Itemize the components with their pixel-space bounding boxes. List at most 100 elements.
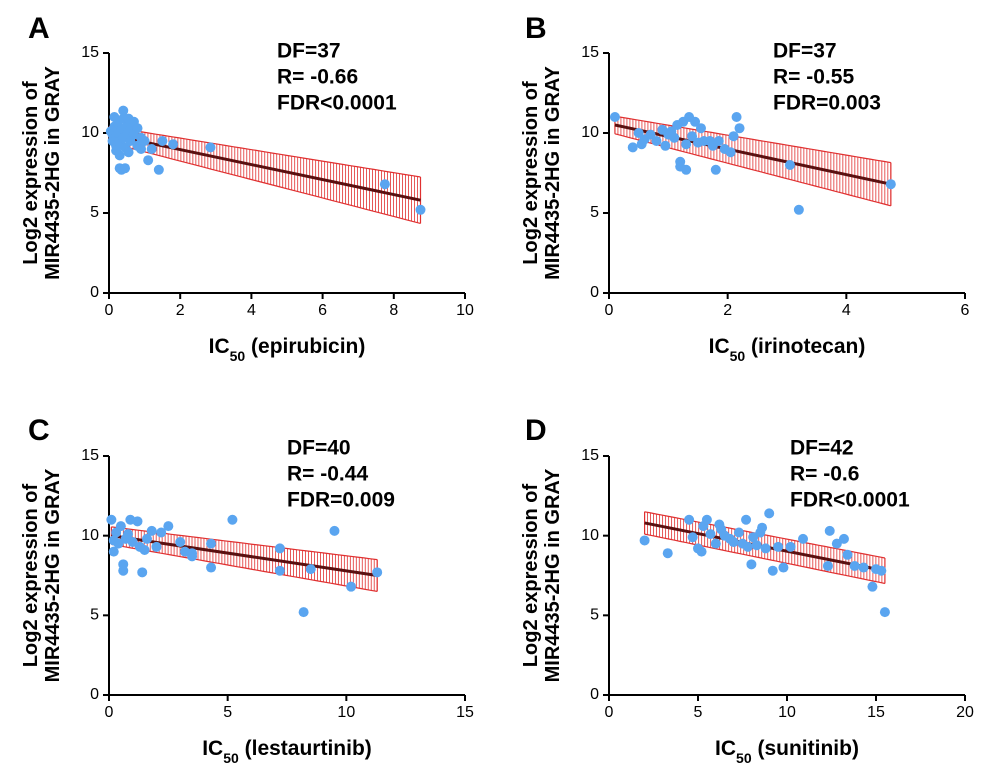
y-axis-label-line1: Log2 expression of [520,81,542,265]
x-axis-label: IC50 (lestaurtinib) [202,737,372,766]
data-point [876,565,887,576]
y-tick-label: 0 [90,284,99,301]
x-tick-label: 0 [605,302,614,319]
panel-label: A [28,12,50,45]
data-point [187,551,198,562]
data-point [346,581,357,592]
y-tick-label: 0 [590,686,599,703]
data-point [118,565,129,576]
y-axis-label-line1: Log2 expression of [20,483,42,667]
y-tick-label: 0 [90,686,99,703]
data-point [175,537,186,548]
data-point [684,514,695,525]
data-point [139,545,150,556]
data-point [123,147,134,158]
data-point [156,527,167,538]
data-point [764,508,775,519]
data-point [305,564,316,575]
data-point [885,179,896,190]
data-point [838,533,849,544]
data-point [329,525,340,536]
x-tick-label: 2 [176,302,185,319]
chart-panel-a: A 0 5 10 15 0 2 4 6 8 10 DF=37 R= -0.66 FDR<0.0001 IC5… [20,12,474,364]
data-point [842,549,853,560]
data-point [728,537,739,548]
data-point [132,123,143,134]
y-tick-label: 10 [581,124,599,141]
regression-line [614,123,892,186]
stat-label: FDR<0.0001 [790,489,910,512]
data-point [609,112,620,122]
data-point [157,136,168,146]
data-point [639,535,650,546]
y-tick-label: 15 [581,44,599,61]
data-point [127,537,138,548]
data-point [713,136,724,146]
x-tick-label: 6 [961,302,970,319]
confidence-upper [614,115,891,164]
x-tick-label: 4 [842,302,851,319]
data-point [793,204,804,215]
data-point [651,136,662,146]
data-point [115,521,126,532]
data-point [748,532,759,543]
data-point [879,607,890,618]
data-point [627,142,638,153]
stat-label: DF=37 [277,40,341,63]
stat-label: DF=40 [287,437,351,460]
stat-label: R= -0.6 [790,463,859,486]
y-axis-label-line2: MIR4435-2HG in GRAY [42,65,64,279]
x-axis-label: IC50 (epirubicin) [209,335,366,364]
data-point [227,514,238,525]
confidence-lower [111,543,378,592]
data-point [798,533,809,544]
data-point [205,142,216,153]
data-point [687,532,698,543]
data-point [728,131,739,142]
data-point [274,565,285,576]
x-axis-label: IC50 (irinotecan) [709,335,866,364]
data-point [785,541,796,552]
y-axis-label-line2: MIR4435-2HG in GRAY [542,468,564,682]
x-tick-label: 10 [337,704,355,721]
chart-panel-b: B 0 5 10 15 0 2 4 6 DF=37 R= -0.55 FDR=0.003 IC50 (i… [520,12,970,364]
data-point [849,560,860,571]
data-point [695,123,706,134]
data-point [206,562,217,573]
y-tick-label: 5 [590,204,599,221]
y-tick-label: 15 [81,447,99,464]
x-tick-label: 5 [694,704,703,721]
panel-label: D [525,414,547,447]
x-tick-label: 4 [247,302,256,319]
data-point [696,546,707,557]
data-point [784,160,795,170]
data-point [108,546,119,557]
data-point [734,123,745,134]
x-tick-label: 2 [723,302,732,319]
data-point [645,129,656,140]
x-tick-label: 15 [456,704,474,721]
data-point [662,548,673,559]
data-point [153,164,164,175]
data-point [633,128,644,138]
y-axis-label-line1: Log2 expression of [520,483,542,667]
confidence-upper [108,126,421,178]
data-point [146,144,157,154]
y-tick-label: 10 [81,527,99,544]
data-point [206,538,217,549]
data-point [681,164,692,175]
data-point [120,163,131,174]
data-point [143,155,154,166]
chart-panel-d: D 0 5 10 15 0 5 10 15 20 DF=42 R= -0.6 FDR<0.0001 IC5… [520,414,974,766]
y-tick-label: 10 [81,124,99,141]
data-point [415,204,426,215]
data-point [136,144,147,154]
data-point [141,533,152,544]
data-point [690,116,701,127]
y-axis-label-line2: MIR4435-2HG in GRAY [42,468,64,682]
data-point [710,538,721,549]
stat-label: FDR=0.003 [773,92,881,115]
regression-line [111,534,378,577]
x-tick-label: 20 [956,704,974,721]
data-point [746,559,757,570]
